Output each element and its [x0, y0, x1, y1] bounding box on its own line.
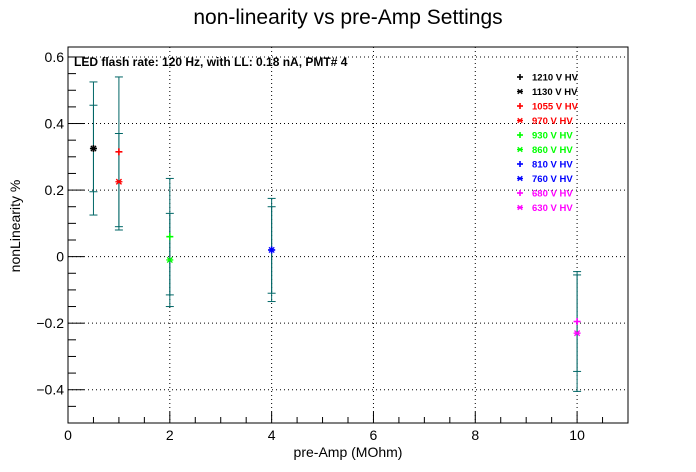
plot-annotation: LED flash rate: 120 Hz, with LL: 0.18 nA…: [74, 55, 348, 69]
legend-marker: [517, 88, 523, 95]
y-tick-label: 0.6: [45, 49, 65, 65]
legend-label: 930 V HV: [532, 131, 573, 142]
x-tick-label: 4: [268, 427, 276, 443]
data-point: [166, 256, 174, 264]
x-tick-label: 0: [64, 427, 72, 443]
data-point: [115, 178, 123, 185]
data-point: [89, 145, 97, 152]
x-tick-label: 2: [166, 427, 174, 443]
y-axis-label: nonLinearity %: [7, 180, 23, 273]
legend-label: 1210 V HV: [532, 73, 579, 84]
legend-entry: 1130 V HV: [517, 87, 578, 98]
legend-entry: 760 V HV: [517, 174, 573, 185]
legend-label: 1055 V HV: [532, 102, 579, 113]
plot-frame: [67, 46, 629, 424]
legend-entry: 630 V HV: [517, 203, 573, 214]
legend-marker: [517, 146, 523, 153]
legend-marker: [517, 117, 523, 124]
legend-entry: 1210 V HV: [517, 73, 579, 84]
legend-entry: 810 V HV: [517, 160, 573, 171]
legend-entry: 970 V HV: [517, 116, 573, 127]
legend-marker: [517, 190, 523, 196]
error-bars: [89, 76, 582, 392]
legend-label: 760 V HV: [532, 174, 573, 185]
data-point: [166, 233, 174, 241]
y-tick-label: 0: [56, 249, 64, 265]
data-point: [268, 246, 276, 254]
legend-marker: [517, 204, 523, 211]
x-tick-label: 6: [370, 427, 378, 443]
data-point: [115, 148, 123, 156]
legend-label: 1130 V HV: [532, 87, 578, 98]
data-point: [573, 318, 581, 326]
legend-entry: 1055 V HV: [517, 102, 579, 113]
data-points: [89, 144, 581, 337]
legend-label: 860 V HV: [532, 145, 573, 156]
legend-label: 810 V HV: [532, 160, 573, 171]
x-axis-label: pre-Amp (MOhm): [294, 444, 403, 460]
legend-entry: 680 V HV: [517, 189, 573, 200]
x-tick-label: 8: [471, 427, 479, 443]
y-tick-label: 0.4: [45, 116, 65, 132]
legend-label: 680 V HV: [532, 189, 573, 200]
legend-entry: 860 V HV: [517, 145, 573, 156]
y-tick-label: −0.2: [36, 315, 64, 331]
y-tick-label: −0.4: [36, 382, 64, 398]
legend-label: 970 V HV: [532, 116, 573, 127]
legend-entry: 930 V HV: [517, 131, 573, 142]
legend-marker: [517, 74, 523, 80]
legend-marker: [517, 175, 523, 182]
legend-marker: [517, 103, 523, 109]
y-tick-label: 0.2: [45, 182, 65, 198]
data-point: [573, 330, 581, 337]
legend: 1210 V HV 1130 V HV 1055 V HV 970 V HV 930 V…: [517, 73, 579, 214]
legend-marker: [517, 161, 523, 167]
axes: 0 2 4 6 8 10 −0.4 −0.2 0 0.2 0.4 0.6: [36, 49, 629, 443]
legend-label: 630 V HV: [532, 203, 573, 214]
chart-title: non-linearity vs pre-Amp Settings: [193, 6, 502, 29]
legend-marker: [517, 132, 523, 138]
x-tick-label: 10: [569, 427, 585, 443]
